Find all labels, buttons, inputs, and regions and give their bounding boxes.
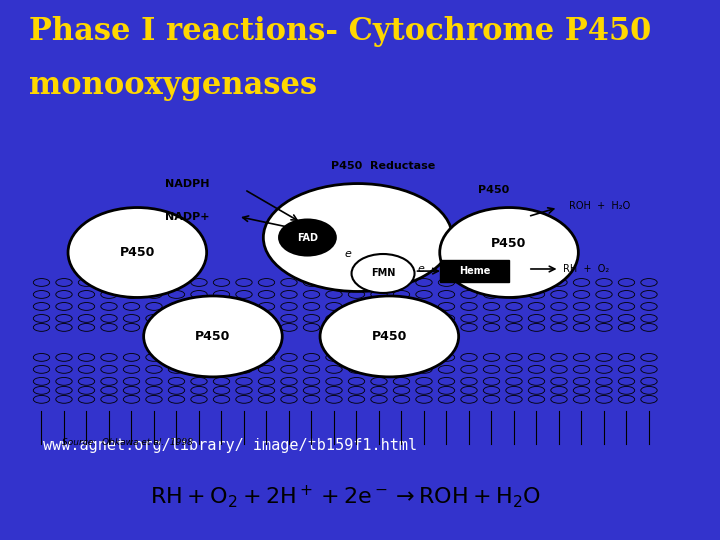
Ellipse shape	[320, 296, 459, 377]
Text: P450: P450	[491, 237, 527, 250]
Text: Heme: Heme	[459, 266, 490, 276]
Ellipse shape	[279, 220, 336, 255]
Text: Source:  Ohkawa et al.  1998: Source: Ohkawa et al. 1998	[62, 438, 193, 447]
Text: e: e	[345, 249, 352, 259]
Text: P450: P450	[372, 330, 407, 343]
Ellipse shape	[68, 207, 207, 298]
Text: monooxygenases: monooxygenases	[29, 70, 317, 101]
Text: P450: P450	[195, 330, 230, 343]
Text: e: e	[418, 264, 424, 274]
Text: NADP+: NADP+	[166, 212, 210, 221]
Text: FAD: FAD	[297, 233, 318, 242]
Text: NADPH: NADPH	[166, 179, 210, 188]
Ellipse shape	[264, 184, 452, 292]
Text: P450: P450	[120, 246, 155, 259]
FancyBboxPatch shape	[440, 260, 509, 282]
Ellipse shape	[143, 296, 282, 377]
Text: P450: P450	[477, 185, 509, 194]
Text: ROH  +  H₂O: ROH + H₂O	[569, 201, 630, 211]
Text: $\mathrm{RH + O_2 + 2H^+ + 2e^- \rightarrow ROH + H_2O}$: $\mathrm{RH + O_2 + 2H^+ + 2e^- \rightar…	[150, 483, 541, 510]
Text: www.agnet.org/library/ image/tb159f1.html: www.agnet.org/library/ image/tb159f1.htm…	[43, 438, 418, 453]
Text: FMN: FMN	[371, 268, 395, 279]
Text: RH  +  O₂: RH + O₂	[562, 264, 609, 274]
Text: Phase I reactions- Cytochrome P450: Phase I reactions- Cytochrome P450	[29, 16, 651, 47]
Ellipse shape	[440, 207, 578, 298]
Ellipse shape	[351, 254, 415, 293]
Text: P450  Reductase: P450 Reductase	[331, 160, 435, 171]
